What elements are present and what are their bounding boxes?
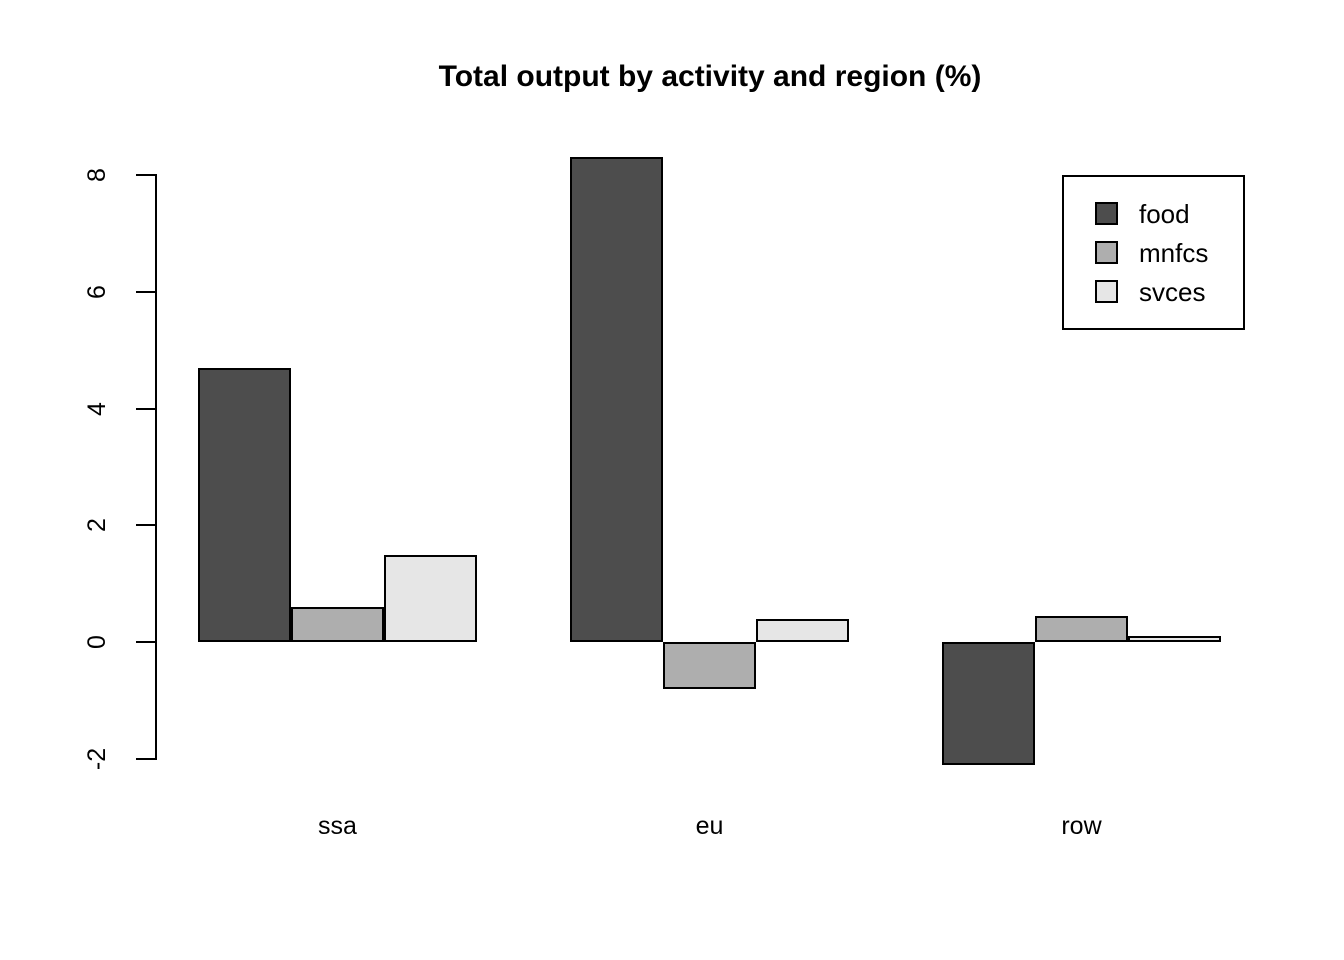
- bar-eu-mnfcs: [663, 642, 756, 689]
- y-axis-tick-label: 2: [83, 518, 111, 533]
- y-axis-tick-label: 0: [83, 635, 111, 650]
- legend: food mnfcs svces: [1062, 175, 1245, 330]
- x-axis-label-row: row: [1061, 812, 1102, 840]
- y-axis-tick: [136, 174, 155, 176]
- legend-swatch-food: [1095, 202, 1118, 225]
- legend-label-food: food: [1139, 198, 1190, 229]
- y-axis-tick-label: -2: [83, 747, 111, 771]
- bar-eu-food: [570, 157, 663, 643]
- y-axis-tick-label: 4: [83, 401, 111, 416]
- bar-row-svces: [1128, 636, 1221, 643]
- x-axis-label-eu: eu: [695, 812, 724, 840]
- bar-row-mnfcs: [1035, 615, 1128, 643]
- legend-label-svces: svces: [1139, 276, 1206, 307]
- legend-item-mnfcs: mnfcs: [1095, 233, 1243, 272]
- x-axis-label-ssa: ssa: [318, 812, 357, 840]
- y-axis-tick: [136, 641, 155, 644]
- bar-ssa-food: [198, 367, 291, 643]
- legend-item-food: food: [1095, 194, 1243, 233]
- y-axis-tick: [136, 407, 155, 410]
- legend-swatch-svces: [1095, 280, 1118, 303]
- legend-swatch-mnfcs: [1095, 241, 1118, 264]
- legend-label-mnfcs: mnfcs: [1139, 237, 1209, 268]
- bar-row-food: [942, 642, 1035, 765]
- y-axis-tick: [136, 758, 155, 760]
- bar-eu-svces: [756, 618, 849, 643]
- y-axis-tick-label: 8: [83, 168, 111, 182]
- bar-ssa-svces: [384, 554, 477, 643]
- y-axis-line: [155, 174, 157, 760]
- y-axis-tick-label: 6: [83, 284, 111, 299]
- y-axis-tick: [136, 524, 155, 527]
- bar-ssa-mnfcs: [291, 607, 384, 643]
- chart-title: Total output by activity and region (%): [438, 60, 982, 93]
- legend-item-svces: svces: [1095, 272, 1243, 311]
- y-axis-tick: [136, 290, 155, 293]
